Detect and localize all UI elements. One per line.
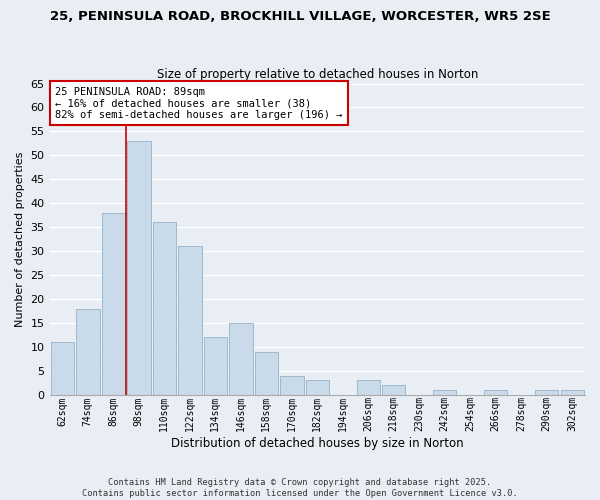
Bar: [356, 380, 380, 395]
Text: Contains HM Land Registry data © Crown copyright and database right 2025.
Contai: Contains HM Land Registry data © Crown c…: [82, 478, 518, 498]
Bar: [254, 352, 278, 395]
Bar: [484, 390, 508, 395]
Bar: [178, 246, 202, 395]
Bar: [76, 308, 100, 395]
Bar: [229, 323, 253, 395]
Bar: [305, 380, 329, 395]
Bar: [560, 390, 584, 395]
Text: 25 PENINSULA ROAD: 89sqm
← 16% of detached houses are smaller (38)
82% of semi-d: 25 PENINSULA ROAD: 89sqm ← 16% of detach…: [55, 86, 343, 120]
X-axis label: Distribution of detached houses by size in Norton: Distribution of detached houses by size …: [171, 437, 464, 450]
Bar: [203, 338, 227, 395]
Bar: [152, 222, 176, 395]
Bar: [535, 390, 559, 395]
Bar: [280, 376, 304, 395]
Bar: [127, 141, 151, 395]
Bar: [382, 385, 406, 395]
Bar: [101, 213, 125, 395]
Text: 25, PENINSULA ROAD, BROCKHILL VILLAGE, WORCESTER, WR5 2SE: 25, PENINSULA ROAD, BROCKHILL VILLAGE, W…: [50, 10, 550, 23]
Title: Size of property relative to detached houses in Norton: Size of property relative to detached ho…: [157, 68, 478, 81]
Bar: [433, 390, 457, 395]
Y-axis label: Number of detached properties: Number of detached properties: [15, 152, 25, 327]
Bar: [50, 342, 74, 395]
